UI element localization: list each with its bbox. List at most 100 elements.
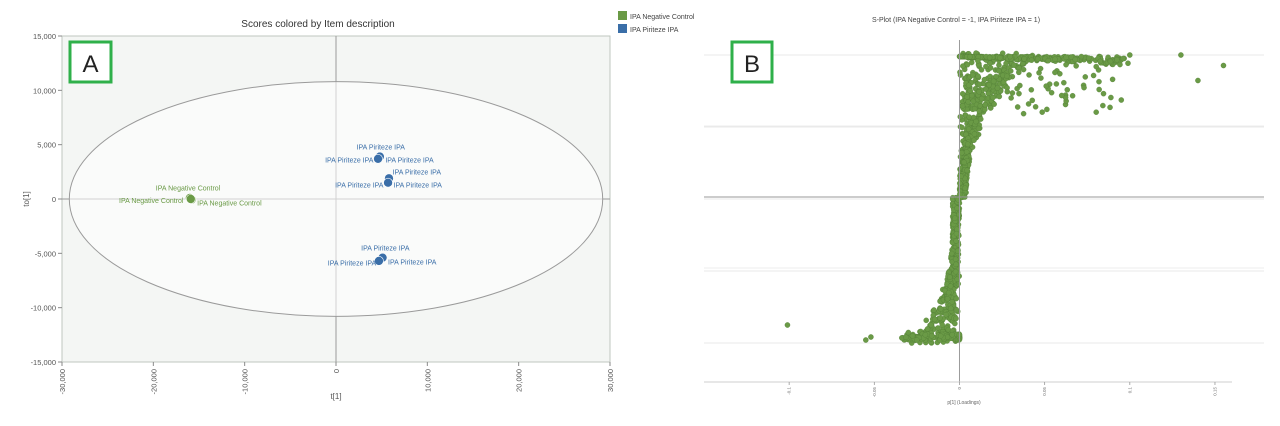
s-plot-point — [948, 305, 954, 312]
legend-swatch — [618, 11, 627, 20]
s-plot-point — [914, 337, 920, 343]
s-plot-point — [1007, 53, 1013, 60]
s-plot-point — [863, 337, 869, 343]
s-plot-point — [978, 67, 985, 73]
s-plot-point — [971, 137, 977, 143]
s-plot-point — [952, 215, 958, 222]
s-plot-point — [937, 333, 944, 339]
s-plot-point — [967, 88, 973, 94]
point-label: IPA Piriteze IPA — [388, 260, 437, 267]
s-plot-point — [966, 114, 972, 120]
panel-a-axis-ticks: 15,000 10,000 5,000 0 -5,000 -10,000 -15,000-3… — [31, 32, 615, 394]
s-plot-point — [953, 230, 960, 237]
s-plot-point — [975, 125, 982, 132]
s-plot-point — [949, 299, 955, 305]
x-tick-label: -0.1 — [787, 387, 792, 395]
s-plot-point — [1195, 77, 1201, 84]
point-label: IPA Piriteze IPA — [385, 157, 434, 164]
point-label: IPA Negative Control — [197, 200, 262, 207]
s-plot-point — [959, 124, 965, 131]
s-plot-point — [1035, 56, 1041, 62]
panel-b-x-axis-label: p[1] (Loadings) — [947, 400, 981, 406]
x-tick-label: 0 — [957, 387, 962, 390]
panel-a-legend: IPA Negative Control IPA Piriteze IPA — [618, 11, 695, 34]
s-plot-point — [971, 106, 978, 112]
panel-a-hotelling-ellipse — [68, 81, 604, 317]
s-plot-point — [1004, 88, 1011, 95]
s-plot-point — [982, 106, 988, 113]
s-plot-point — [978, 95, 985, 102]
s-plot-point — [1003, 60, 1009, 67]
x-tick-label: -30,000 — [58, 369, 67, 394]
s-plot-point — [922, 332, 929, 338]
s-plot-point — [1117, 61, 1123, 68]
s-plot-point — [1097, 58, 1103, 65]
s-plot-point — [1057, 71, 1063, 77]
s-plot-point — [949, 331, 955, 338]
s-plot-point — [954, 205, 960, 211]
y-tick-label: -15,000 — [31, 358, 56, 367]
s-plot-point — [1063, 61, 1069, 68]
s-plot-point — [1058, 92, 1065, 99]
s-plot-point — [1037, 65, 1044, 72]
s-plot-point — [976, 88, 982, 95]
s-plot-point — [928, 332, 935, 339]
s-plot-point — [975, 58, 981, 64]
s-plot-point — [996, 93, 1003, 100]
s-plot-point — [1007, 68, 1014, 74]
s-plot-point — [987, 65, 994, 71]
s-plot-point — [1120, 55, 1126, 62]
s-plot-point — [1044, 106, 1050, 113]
s-plot-point — [987, 60, 993, 66]
panel-a-x-axis-label: t[1] — [330, 392, 341, 401]
s-plot-point — [969, 92, 975, 99]
s-plot-point — [982, 86, 989, 92]
s-plot-point — [990, 78, 997, 85]
s-plot-point — [931, 307, 937, 313]
s-plot-point — [1061, 79, 1067, 86]
s-plot-point — [1107, 58, 1114, 65]
s-plot-point — [1028, 87, 1035, 93]
s-plot-point — [1100, 102, 1106, 109]
s-plot-point — [1017, 82, 1023, 89]
point-label: IPA Negative Control — [156, 186, 221, 193]
s-plot-point — [923, 317, 929, 324]
s-plot-point — [1052, 56, 1058, 62]
panel-a-label-letter: A — [82, 51, 98, 78]
point-label: IPA Piriteze IPA — [393, 169, 442, 176]
s-plot-point — [1096, 86, 1102, 93]
s-plot-point — [990, 94, 996, 101]
x-tick-label: -10,000 — [241, 369, 250, 394]
s-plot-point — [1093, 63, 1099, 70]
s-plot-point — [937, 315, 943, 321]
point-label: IPA Piriteze IPA — [357, 144, 406, 151]
y-tick-label: -10,000 — [31, 304, 56, 313]
s-plot-point — [1052, 69, 1058, 76]
y-tick-label: 5,000 — [37, 141, 56, 150]
s-plot-point — [868, 334, 874, 340]
legend-label: IPA Piriteze IPA — [630, 27, 679, 34]
s-plot-point — [964, 141, 971, 147]
s-plot-point — [944, 296, 951, 302]
s-plot-point — [983, 63, 989, 70]
s-plot-point — [1032, 104, 1039, 110]
s-plot-point — [937, 306, 944, 312]
y-tick-label: 10,000 — [33, 86, 56, 95]
point-label: IPA Piriteze IPA — [325, 157, 374, 164]
s-plot-point — [953, 307, 960, 313]
panel-a-points — [185, 151, 394, 266]
s-plot-point — [948, 250, 955, 257]
s-plot-point — [1220, 62, 1227, 69]
panel-a-label-box: A — [68, 40, 113, 84]
s-plot-point — [970, 98, 977, 105]
s-plot-point — [1108, 94, 1114, 101]
point-label: IPA Piriteze IPA — [328, 261, 377, 268]
s-plot-point — [964, 167, 970, 174]
s-plot-point — [965, 126, 972, 132]
s-plot-point — [931, 316, 938, 323]
s-plot-point — [1048, 89, 1055, 96]
s-plot-point — [965, 82, 972, 89]
s-plot-point — [963, 149, 970, 155]
